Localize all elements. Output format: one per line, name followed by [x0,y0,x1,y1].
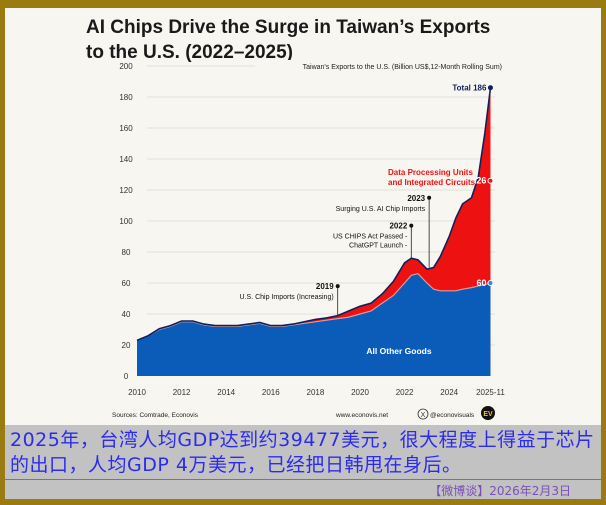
chart-panel: AI Chips Drive the Surge in Taiwan’s Exp… [5,8,601,425]
social-handle: @econovisuals [430,412,475,419]
annotation-year: 2022 [389,222,407,231]
total-end-label: Total 186 [452,84,487,93]
annotation-year: 2023 [407,194,425,203]
x-logo-icon [417,408,429,420]
caption-text: 2025年，台湾人均GDP达到约39477美元，很大程度上得益于芯片的出口，人均… [10,429,595,476]
y-tick-label: 80 [122,248,131,257]
annotation-text: ChatGPT Launch - [349,243,408,250]
annotation-text: U.S. Chip Imports (Increasing) [240,294,334,301]
x-tick-label: 2016 [262,388,280,397]
source-note: Sources: Comtrade, Econovis [112,412,199,419]
annotation-dot [409,223,414,228]
subtitle-bg [255,60,503,72]
annotation-dot [335,284,340,289]
y-tick-label: 180 [119,93,133,102]
x-tick-label: 2020 [351,388,369,397]
y-tick-label: 120 [119,186,133,195]
y-tick-label: 40 [122,310,131,319]
y-tick-label: 160 [119,124,133,133]
x-tick-label: 2012 [173,388,191,397]
x-tick-label: 2018 [307,388,325,397]
y-tick-label: 200 [119,62,133,71]
y-tick-label: 0 [124,372,129,381]
other-end-dot [487,280,494,286]
dpu-series-label: Data Processing Units [388,168,473,177]
post-date: 【微博谈】2026年2月3日 [429,484,571,498]
caption-box: 2025年，台湾人均GDP达到约39477美元，很大程度上得益于芯片的出口，人均… [5,425,601,480]
y-tick-label: 140 [119,155,133,164]
annotation-year: 2019 [316,282,334,291]
other-end-label: 60 [476,278,486,288]
x-tick-label: 2024 [440,388,458,397]
y-tick-label: 20 [122,341,131,350]
dpu-end-dot [487,177,494,184]
other-series-label: All Other Goods [366,346,431,356]
series-area-other [137,273,491,376]
x-tick-label: 2025-11 [476,388,505,397]
y-tick-label: 60 [122,279,131,288]
chart-title-line: to the U.S. (2022–2025) [86,42,293,63]
x-tick-label: 2022 [396,388,414,397]
econovis-logo [481,406,495,420]
y-tick-label: 100 [119,217,133,226]
annotation-text: Surging U.S. AI Chip Imports [336,206,426,213]
econovis-logo-text: EV [483,411,493,418]
date-line: 【微博谈】2026年2月3日 [5,480,601,499]
annotation-text: US CHIPS Act Passed - [333,234,408,241]
dpu-end-label: 126 [471,176,486,186]
chart-title-line: AI Chips Drive the Surge in Taiwan’s Exp… [86,17,490,38]
x-tick-label: 2014 [217,388,235,397]
x-tick-label: 2010 [128,388,146,397]
chart-subtitle: Taiwan's Exports to the U.S. (Billion US… [303,64,502,71]
x-logo-glyph: X [421,412,426,419]
website-link: www.econovis.net [335,412,388,419]
total-end-dot [487,85,493,91]
annotation-dot [427,195,432,200]
chart: AI Chips Drive the Surge in Taiwan’s Exp… [86,17,505,420]
series-line-total [136,87,492,342]
dpu-series-label: and Integrated Circuits [388,178,476,187]
